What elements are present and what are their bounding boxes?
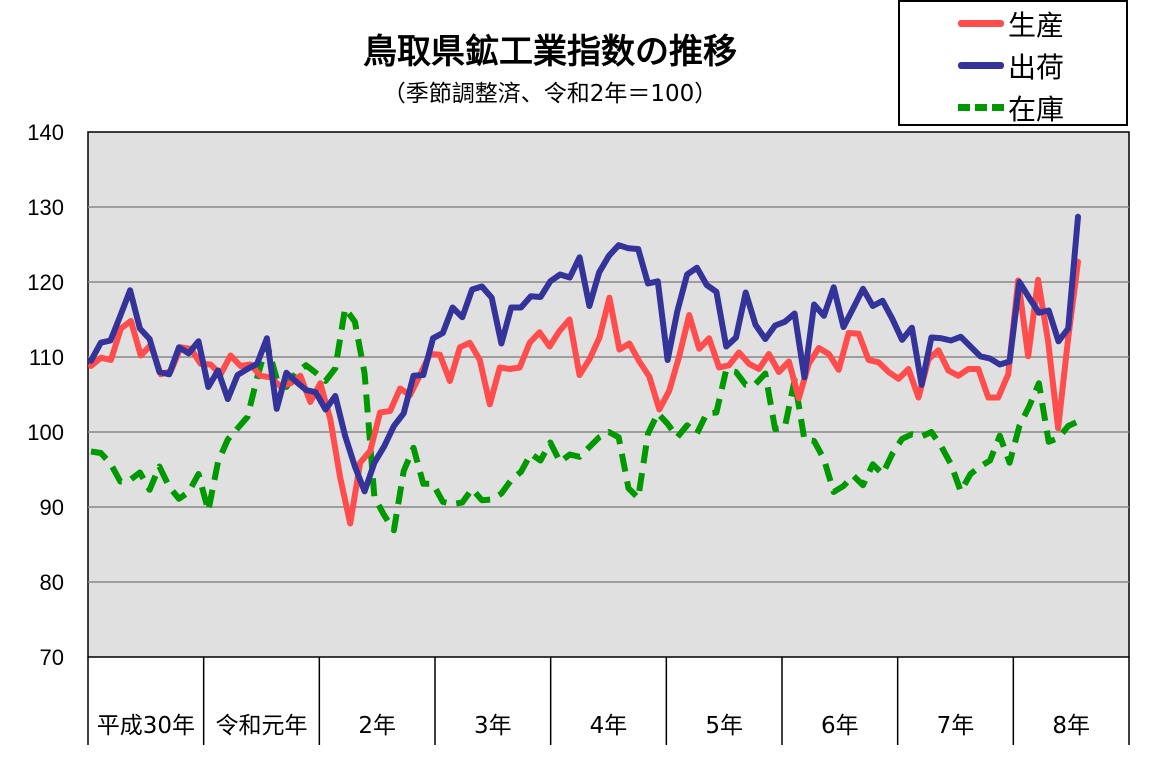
gridlines <box>88 206 1129 583</box>
x-category-label: 3年 <box>474 713 512 739</box>
x-category-label: 2年 <box>358 713 396 739</box>
y-tick-label: 70 <box>40 645 64 670</box>
legend-label-inventory: 在庫 <box>1008 93 1065 126</box>
series-lines <box>88 213 1081 534</box>
y-tick-label: 110 <box>29 345 64 370</box>
legend-item-inventory: 在庫 <box>900 86 1130 126</box>
x-category-label: 令和元年 <box>216 713 308 739</box>
chart-title: 鳥取県鉱工業指数の推移 <box>363 32 737 72</box>
chart-subtitle: （季節調整済、令和2年＝100） <box>382 81 718 107</box>
legend-item-shipments: 出荷 <box>900 44 1130 84</box>
x-category-label: 4年 <box>590 713 628 739</box>
y-tick-label: 100 <box>27 420 64 445</box>
legend-item-production: 生産 <box>900 2 1130 42</box>
legend-label-shipments: 出荷 <box>1008 51 1065 84</box>
plot-area-background <box>87 131 1130 658</box>
x-category-label: 8年 <box>1052 713 1090 739</box>
y-tick-label: 90 <box>40 495 64 520</box>
legend-swatch-production <box>958 20 1004 27</box>
x-category-label: 7年 <box>937 713 975 739</box>
x-category-label: 5年 <box>705 713 743 739</box>
y-tick-label: 120 <box>27 270 64 295</box>
legend-label-production: 生産 <box>1008 9 1065 42</box>
x-axis: 平成30年 令和元年 2年 3年 4年 5年 6年 7年 8年 <box>87 657 1130 745</box>
y-tick-label: 80 <box>40 570 64 595</box>
x-category-label: 6年 <box>821 713 859 739</box>
legend: 生産 出荷 在庫 <box>898 0 1128 126</box>
y-tick-label: 140 <box>27 120 64 145</box>
series-line-0 <box>88 258 1081 527</box>
y-tick-label: 130 <box>27 195 64 220</box>
legend-swatch-inventory <box>958 104 1004 111</box>
x-category-label: 平成30年 <box>97 713 195 739</box>
series-line-1 <box>88 213 1081 495</box>
y-axis-tick-labels: 70 80 90 100 110 120 130 140 <box>27 120 64 670</box>
legend-swatch-shipments <box>958 62 1004 69</box>
